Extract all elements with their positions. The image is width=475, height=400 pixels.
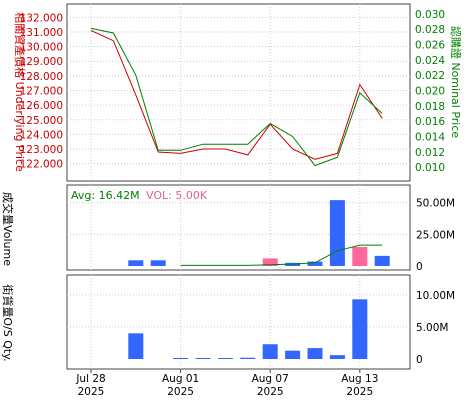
left-tick-label: 127.000 (20, 86, 63, 98)
volume-bar (150, 260, 166, 266)
volume-bar (262, 258, 278, 266)
left-tick-label: 125.000 (20, 115, 63, 127)
outstanding-bar (285, 350, 301, 359)
volume-average-polyline (180, 244, 383, 266)
warrant-price-line (90, 27, 383, 167)
volume-bar (307, 261, 323, 266)
outstanding-bar (128, 333, 144, 359)
outstanding-axis-ticks: 10.00M 5.00M 0 (416, 290, 455, 366)
volume-bar (128, 260, 144, 266)
right-tick-label: 0.030 (415, 9, 445, 21)
left-tick-label: 122.000 (20, 159, 63, 171)
right-tick-label: 0.018 (415, 101, 445, 113)
outstanding-bar (240, 357, 256, 359)
volume-vol-annotation: VOL: 5.00K (146, 189, 208, 202)
volume-avg-annotation: Avg: 16.42M (71, 189, 140, 202)
outstanding-axis-title: 街貨量O/S Qty. (1, 284, 15, 361)
right-axis-ticks: 0.030 0.028 0.026 0.024 0.022 0.020 0.018 0.016… (415, 9, 445, 174)
right-tick-label: 0.024 (415, 55, 445, 67)
volume-bar (329, 200, 345, 266)
right-axis-title: 認購證 Nominal Price (449, 26, 463, 139)
right-tick-label: 0.014 (415, 132, 445, 144)
volume-bar (352, 247, 368, 266)
right-tick-label: 0.016 (415, 116, 445, 128)
left-tick-label: 123.000 (20, 144, 63, 156)
outstanding-bar (217, 358, 233, 359)
x-tick-label-year: 2025 (78, 386, 105, 398)
x-tick-label-year: 2025 (257, 386, 284, 398)
right-tick-label: 0.012 (415, 147, 445, 159)
x-tick-label-date: Aug 07 (252, 373, 289, 385)
right-tick-label: 0.020 (415, 86, 445, 98)
right-tick-label: 0.022 (415, 70, 445, 82)
outstanding-tick-label: 10.00M (416, 290, 455, 302)
left-tick-label: 126.000 (20, 100, 63, 112)
left-tick-label: 132.000 (20, 12, 63, 24)
volume-average-line (180, 244, 383, 266)
x-tick-label-date: Aug 01 (162, 373, 199, 385)
right-tick-label: 0.026 (415, 40, 445, 52)
volume-axis-ticks: 50.00M 25.00M 0 (416, 198, 455, 273)
x-tick-label-date: Jul 28 (75, 373, 105, 385)
outstanding-bar (262, 344, 278, 359)
left-tick-label: 128.000 (20, 71, 63, 83)
left-axis-ticks: 132.000 131.000 130.000 129.000 128.000 127.0… (20, 12, 63, 170)
price-panel (66, 3, 411, 182)
outstanding-bar (195, 358, 211, 359)
volume-bar (374, 255, 390, 266)
outstanding-tick-label: 5.00M (416, 322, 448, 334)
underlying-price-line (90, 30, 383, 160)
x-tick-label-date: Aug 13 (341, 373, 378, 385)
volume-tick-label: 50.00M (416, 198, 455, 210)
outstanding-bar (352, 299, 368, 359)
outstanding-bar (173, 358, 189, 359)
x-tick-label-year: 2025 (167, 386, 194, 398)
volume-axis-title: 成交量Volume (1, 192, 15, 266)
left-tick-label: 130.000 (20, 42, 63, 54)
outstanding-bars (128, 299, 368, 359)
right-tick-label: 0.028 (415, 24, 445, 36)
price-series (90, 27, 383, 167)
left-tick-label: 131.000 (20, 27, 63, 39)
outstanding-bar (329, 355, 345, 359)
outstanding-tick-label: 0 (416, 354, 423, 366)
left-axis-title: 相關資產價格 Underlying Price (13, 12, 27, 172)
volume-tick-label: 0 (416, 261, 423, 273)
right-tick-label: 0.010 (415, 162, 445, 174)
volume-grid (67, 185, 410, 270)
left-tick-label: 124.000 (20, 129, 63, 141)
volume-tick-label: 25.00M (416, 229, 455, 241)
left-tick-label: 129.000 (20, 56, 63, 68)
price-grid (67, 4, 410, 181)
x-tick-label-year: 2025 (346, 386, 373, 398)
outstanding-bar (307, 348, 323, 359)
